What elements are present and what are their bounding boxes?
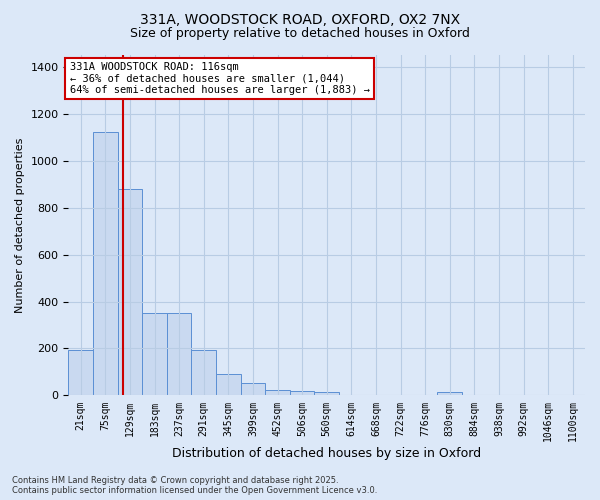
Bar bbox=[314, 392, 339, 396]
Text: 331A WOODSTOCK ROAD: 116sqm
← 36% of detached houses are smaller (1,044)
64% of : 331A WOODSTOCK ROAD: 116sqm ← 36% of det… bbox=[70, 62, 370, 95]
Bar bbox=[118, 189, 142, 396]
Bar bbox=[167, 314, 191, 396]
Bar bbox=[437, 392, 462, 396]
Bar bbox=[216, 374, 241, 396]
Bar bbox=[241, 382, 265, 396]
Bar bbox=[93, 132, 118, 396]
Text: 331A, WOODSTOCK ROAD, OXFORD, OX2 7NX: 331A, WOODSTOCK ROAD, OXFORD, OX2 7NX bbox=[140, 12, 460, 26]
Text: Contains HM Land Registry data © Crown copyright and database right 2025.
Contai: Contains HM Land Registry data © Crown c… bbox=[12, 476, 377, 495]
X-axis label: Distribution of detached houses by size in Oxford: Distribution of detached houses by size … bbox=[172, 447, 481, 460]
Text: Size of property relative to detached houses in Oxford: Size of property relative to detached ho… bbox=[130, 28, 470, 40]
Y-axis label: Number of detached properties: Number of detached properties bbox=[15, 138, 25, 313]
Bar bbox=[142, 314, 167, 396]
Bar bbox=[290, 391, 314, 396]
Bar bbox=[68, 350, 93, 396]
Bar bbox=[191, 350, 216, 396]
Bar bbox=[265, 390, 290, 396]
